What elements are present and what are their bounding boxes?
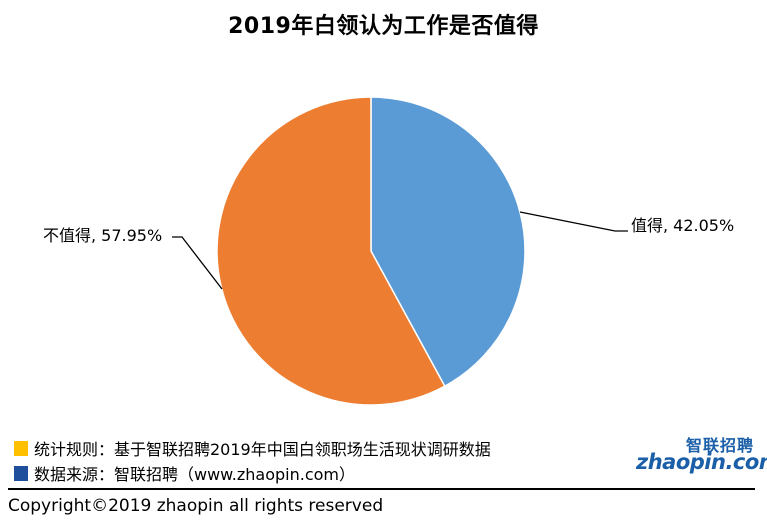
data-label-not-worth: 不值得, 57.95% [43, 226, 163, 245]
pie-chart [172, 96, 628, 406]
footnote-source: 数据来源：智联招聘（www.zhaopin.com） [14, 461, 355, 485]
leader-line-not-worth [172, 236, 223, 290]
logo-en-text: zhaopin.com [636, 450, 767, 474]
zhaopin-logo: 智联招聘 zhaopin.com [636, 432, 767, 484]
footnote-rule: 统计规则：基于智联招聘2019年中国白领职场生活现状调研数据 [14, 436, 491, 460]
yellow-square-icon [14, 440, 28, 456]
footer-divider [8, 488, 755, 490]
copyright-text: Copyright©2019 zhaopin all rights reserv… [8, 496, 384, 516]
data-label-worth: 值得, 42.05% [631, 216, 735, 235]
leader-line-worth [519, 211, 628, 232]
pie-slice-worth [370, 96, 526, 388]
blue-square-icon [14, 465, 28, 481]
logo-cn-text: 智联招聘 [686, 436, 755, 455]
chart-title: 2019年白领认为工作是否值得 [228, 14, 539, 39]
footnote-source-text: 数据来源：智联招聘（www.zhaopin.com） [34, 465, 356, 484]
footnote-rule-text: 统计规则：基于智联招聘2019年中国白领职场生活现状调研数据 [34, 440, 491, 459]
